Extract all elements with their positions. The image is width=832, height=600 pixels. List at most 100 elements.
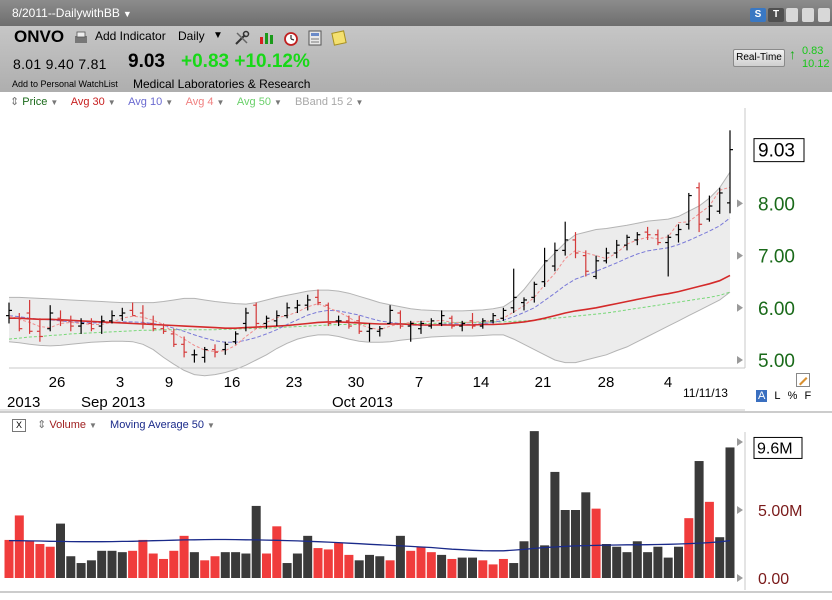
price-legend: ⇕ Price ▼ Avg 30 ▼ Avg 10 ▼ Avg 4 ▼ Avg 50 ▼ …	[10, 95, 373, 108]
chevron-down-icon: ▼	[122, 9, 132, 19]
fundamentals-toggle[interactable]: F	[804, 390, 812, 402]
volume-bar	[375, 556, 385, 578]
volume-bar	[66, 556, 76, 578]
ohlc-bar	[57, 310, 64, 327]
volume-bar	[498, 558, 508, 578]
percent-scale-toggle[interactable]: %	[787, 390, 798, 402]
symbol-label[interactable]: ONVO	[14, 27, 65, 46]
calculator-icon[interactable]	[306, 29, 324, 47]
add-to-watchlist-link[interactable]: Add to Personal WatchList	[12, 79, 118, 89]
volume-bar	[385, 560, 395, 578]
ohlc-bar	[490, 313, 497, 324]
price-tick-label: 5.00	[758, 351, 795, 372]
legend-avg4[interactable]: Avg 4 ▼	[185, 96, 225, 108]
up-arrow-icon: ↑	[789, 46, 796, 62]
volume-bar	[704, 501, 714, 578]
ohlc-bar	[242, 307, 249, 332]
volume-bar	[643, 552, 653, 578]
ohlc-bar	[335, 315, 342, 327]
volume-bar	[591, 508, 601, 578]
realtime-button[interactable]: Real-Time	[733, 49, 785, 67]
close-icon[interactable]	[802, 8, 814, 22]
save-icon[interactable]	[786, 8, 798, 22]
legend-bband[interactable]: BBand 15 2 ▼	[294, 96, 364, 108]
ohlc-bar	[253, 302, 260, 329]
window-title: 8/2011--DailywithBB	[12, 6, 120, 20]
chart-template-selector[interactable]: 8/2011--DailywithBB ▼	[12, 6, 132, 20]
ohlc-bar	[181, 336, 188, 358]
volume-bar	[725, 447, 735, 578]
ohlc-bar	[129, 302, 136, 317]
annotation-toggle[interactable]: A	[756, 390, 768, 402]
realtime-change: 0.83	[802, 45, 824, 57]
close-icon[interactable]: X	[12, 419, 26, 432]
ohlc-bar	[685, 192, 692, 230]
legend-avg50[interactable]: Avg 50 ▼	[236, 96, 282, 108]
ohlc-bar	[716, 187, 723, 214]
volume-bar	[313, 548, 323, 578]
volume-bar	[179, 535, 189, 578]
volume-legend: X ⇕ Volume ▼ Moving Average 50 ▼	[12, 418, 225, 432]
last-price: 9.03	[128, 51, 165, 72]
last-price-label: 9.03	[758, 141, 795, 162]
window-title-bar: 8/2011--DailywithBB ▼ S T	[0, 0, 832, 26]
ohlc-bar	[418, 320, 424, 334]
ohlc-bar	[654, 229, 661, 246]
legend-volume-ma[interactable]: Moving Average 50 ▼	[110, 419, 215, 431]
avg10-line	[8, 217, 731, 343]
text-size-icon[interactable]: T	[768, 8, 784, 22]
legend-avg30[interactable]: Avg 30 ▼	[70, 96, 116, 108]
legend-avg4-label: Avg 4	[185, 96, 214, 108]
ohlc-bar	[593, 255, 600, 280]
add-indicator-button[interactable]: Add Indicator	[95, 29, 166, 43]
menu-icon[interactable]	[818, 8, 830, 22]
volume-bar	[107, 550, 117, 578]
tools-icon[interactable]	[233, 29, 251, 47]
pencil-icon[interactable]	[796, 373, 810, 387]
ohl-values: 8.01 9.40 7.81	[13, 56, 107, 72]
realtime-percent: 10.12	[802, 58, 830, 70]
volume-bar	[550, 471, 560, 578]
bollinger-band	[8, 171, 731, 377]
ohlc-bar	[438, 310, 445, 327]
price-tick-label: 8.00	[758, 194, 795, 215]
month-label: Sep 2013	[81, 394, 145, 411]
volume-bar	[159, 558, 168, 578]
volume-tick-label: 10.0M	[758, 435, 802, 452]
linear-scale-toggle[interactable]: L	[774, 390, 781, 402]
print-icon[interactable]	[72, 29, 90, 47]
volume-bar	[138, 539, 148, 578]
ohlc-bar	[119, 307, 126, 321]
share-icon[interactable]: S	[750, 8, 766, 22]
note-icon[interactable]	[330, 29, 348, 47]
legend-price[interactable]: ⇕ Price ▼	[10, 96, 59, 108]
ohlc-bar	[521, 297, 527, 311]
volume-bar	[56, 523, 65, 578]
ohlc-bar	[47, 305, 54, 332]
company-industry: Medical Laboratories & Research	[133, 77, 311, 91]
ohlc-bar	[273, 310, 280, 327]
volume-bar	[169, 550, 179, 578]
high-value: 9.40	[45, 56, 75, 72]
volume-bar	[200, 560, 210, 578]
legend-volume[interactable]: ⇕ Volume ▼	[37, 419, 97, 431]
ohlc-bar	[88, 318, 95, 332]
volume-bar	[14, 515, 24, 578]
volume-bar	[231, 552, 241, 578]
ohlc-bar	[356, 315, 363, 334]
volume-axis: 0.00 5.00M 10.0M9.6M	[737, 432, 803, 590]
alarm-clock-icon[interactable]	[282, 29, 300, 47]
date-tick-label: 28	[598, 374, 615, 391]
price-plot-area	[9, 108, 745, 368]
volume-bar	[560, 510, 570, 578]
chevron-down-icon[interactable]: ▼	[213, 30, 223, 41]
volume-bar	[251, 505, 261, 578]
volume-bar	[323, 549, 333, 578]
chart-type-icon[interactable]	[258, 29, 276, 47]
legend-avg10[interactable]: Avg 10 ▼	[128, 96, 174, 108]
interval-select[interactable]: Daily	[178, 29, 205, 43]
volume-tick-label: 0.00	[758, 571, 789, 588]
drag-handle-icon: ⇕	[37, 419, 50, 431]
volume-bar	[354, 560, 364, 578]
date-tick-label: 26	[49, 374, 66, 391]
